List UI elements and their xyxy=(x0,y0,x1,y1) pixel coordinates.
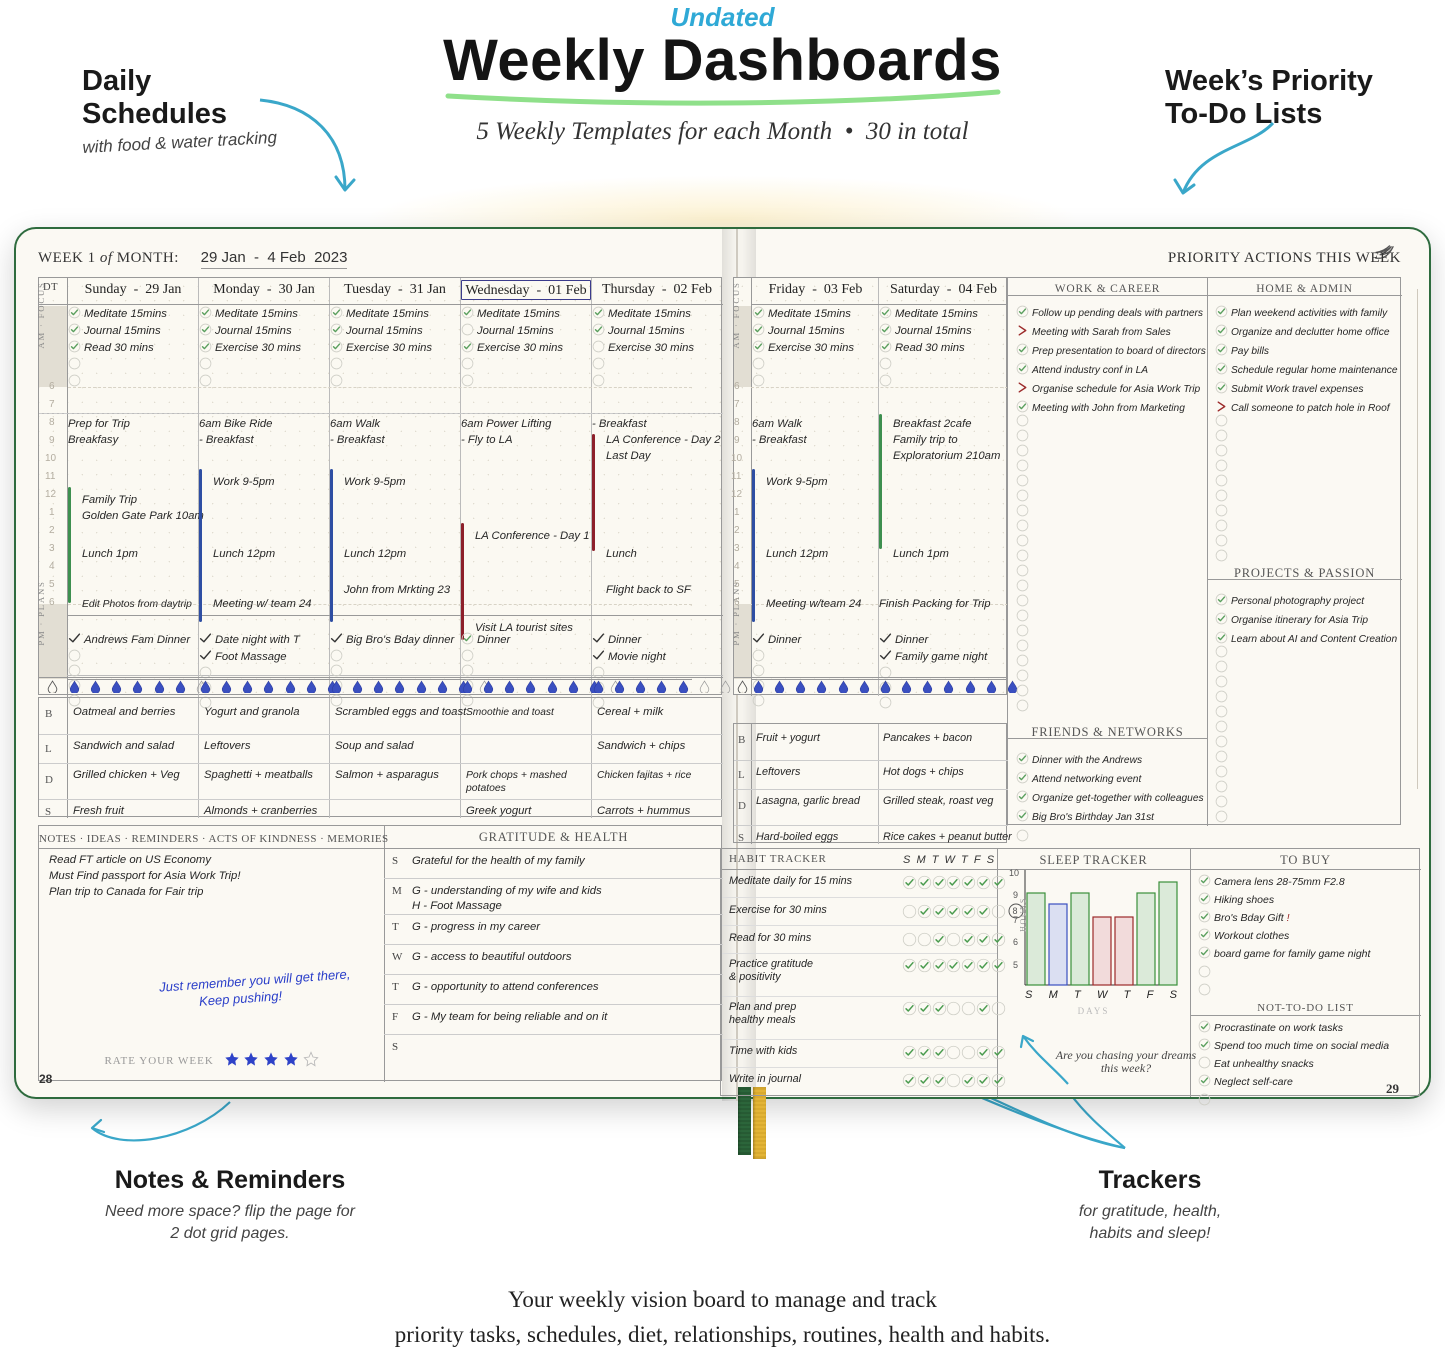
svg-text:6: 6 xyxy=(1013,937,1018,947)
svg-text:5: 5 xyxy=(1013,960,1018,970)
svg-text:10: 10 xyxy=(1009,868,1019,878)
svg-text:9: 9 xyxy=(1013,890,1018,900)
svg-text:8: 8 xyxy=(1013,906,1018,916)
svg-text:7: 7 xyxy=(1013,915,1018,925)
